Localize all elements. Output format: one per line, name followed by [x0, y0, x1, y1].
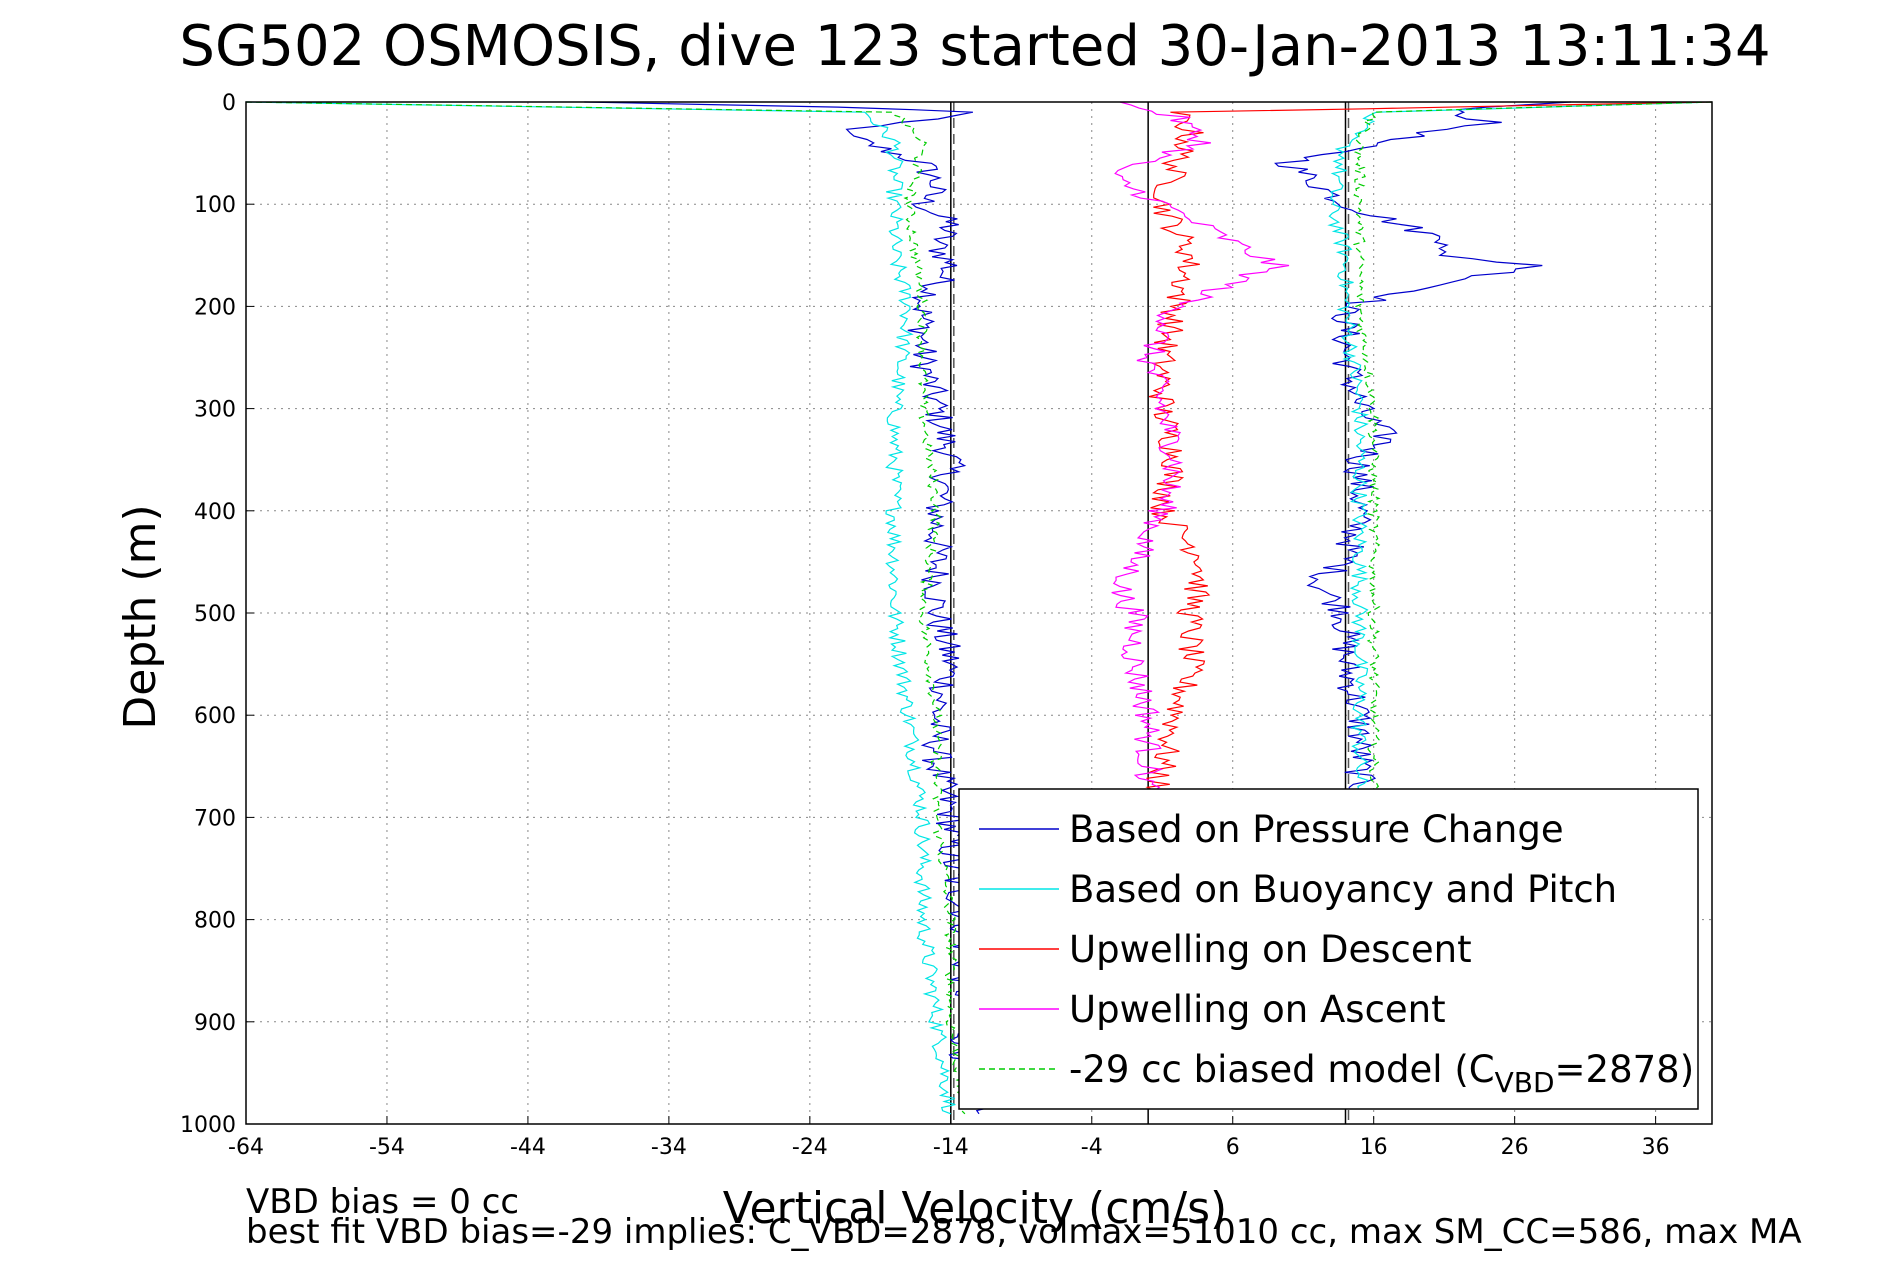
x-tick-label: 16 [1360, 1135, 1388, 1160]
series-line [245, 101, 956, 1115]
series-line [584, 101, 990, 1115]
y-tick-labels: 0 100 200 300 400 500 600 700 800 900 1000 [180, 91, 254, 1138]
series-lines [245, 101, 1713, 1115]
legend-label: Based on Pressure Change [1069, 808, 1564, 851]
series-line [1138, 101, 1713, 818]
legend-label: -29 cc biased model (CVBD=2878) [1069, 1048, 1694, 1099]
series-line [245, 101, 969, 1115]
y-tick-label: 800 [194, 909, 236, 934]
y-tick-label: 1000 [180, 1113, 236, 1138]
x-tick-label: -14 [933, 1135, 969, 1160]
legend-label: Upwelling on Descent [1069, 928, 1472, 971]
x-tick-label: -44 [510, 1135, 546, 1160]
x-tick-label: 6 [1226, 1135, 1240, 1160]
x-tick-label: -34 [651, 1135, 687, 1160]
y-tick-label: 900 [194, 1011, 236, 1036]
best-fit-note: best fit VBD bias=-29 implies: C_VBD=287… [246, 1212, 1802, 1252]
x-tick-label: -24 [792, 1135, 828, 1160]
plot-area: -64 -54 -44 -34 -24 -14 -4 6 16 26 36 0 100 200 300 40… [180, 91, 1713, 1160]
x-tick-label: -64 [228, 1135, 264, 1160]
vbd-bias-note: VBD bias = 0 cc [246, 1182, 519, 1222]
y-tick-label: 500 [194, 602, 236, 627]
legend: Based on Pressure Change Based on Buoyanc… [958, 788, 1699, 1110]
x-tick-label: -4 [1081, 1135, 1103, 1160]
series-line [1353, 101, 1713, 818]
y-tick-label: 200 [194, 295, 236, 320]
y-tick-label: 0 [222, 91, 236, 116]
x-tick-label: -54 [369, 1135, 405, 1160]
legend-label: Upwelling on Ascent [1069, 988, 1446, 1031]
y-tick-label: 700 [194, 806, 236, 831]
legend-label: Based on Buoyancy and Pitch [1069, 868, 1617, 911]
x-tick-labels: -64 -54 -44 -34 -24 -14 -4 6 16 26 36 [228, 1116, 1670, 1160]
y-tick-label: 100 [194, 193, 236, 218]
y-tick-label: 400 [194, 500, 236, 525]
x-tick-label: 36 [1642, 1135, 1670, 1160]
x-tick-label: 26 [1501, 1135, 1529, 1160]
x-axis-label: Vertical Velocity (cm/s) [723, 1183, 1227, 1234]
y-tick-label: 300 [194, 398, 236, 423]
y-tick-label: 600 [194, 704, 236, 729]
chart-title: SG502 OSMOSIS, dive 123 started 30-Jan-2… [179, 14, 1770, 79]
series-line [1327, 101, 1713, 818]
series-line [1274, 101, 1572, 818]
legend-box [958, 788, 1699, 1110]
y-axis-label: Depth (m) [115, 504, 166, 729]
series-line [1111, 101, 1290, 818]
